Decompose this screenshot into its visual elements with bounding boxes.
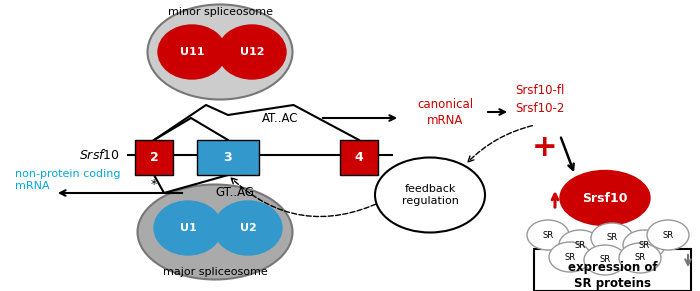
Text: *: *: [151, 178, 157, 191]
Text: SR: SR: [634, 253, 645, 262]
Text: expression of
SR proteins: expression of SR proteins: [568, 260, 658, 290]
Ellipse shape: [619, 243, 661, 273]
Ellipse shape: [137, 184, 293, 279]
Text: 3: 3: [224, 151, 232, 164]
Text: SR: SR: [638, 240, 650, 249]
Ellipse shape: [591, 223, 633, 253]
Text: U11: U11: [180, 47, 204, 57]
Ellipse shape: [559, 230, 601, 260]
FancyBboxPatch shape: [534, 249, 691, 291]
Text: minor spliceosome: minor spliceosome: [167, 7, 272, 17]
Text: SR: SR: [599, 255, 610, 265]
Ellipse shape: [375, 157, 485, 233]
Text: SR: SR: [606, 233, 617, 242]
Text: SR: SR: [575, 240, 586, 249]
Ellipse shape: [218, 25, 286, 79]
FancyBboxPatch shape: [135, 140, 173, 175]
Text: major spliceosome: major spliceosome: [162, 267, 267, 277]
Text: Srsf10: Srsf10: [582, 191, 628, 205]
Ellipse shape: [148, 4, 293, 100]
Ellipse shape: [623, 230, 665, 260]
Text: feedback
regulation: feedback regulation: [402, 184, 458, 206]
Text: SR: SR: [662, 230, 673, 239]
Text: U2: U2: [239, 223, 256, 233]
Text: AT..AC: AT..AC: [262, 111, 298, 125]
Ellipse shape: [154, 201, 222, 255]
Ellipse shape: [214, 201, 282, 255]
Text: $\it{Srsf10}$: $\it{Srsf10}$: [79, 148, 120, 162]
Text: U12: U12: [239, 47, 265, 57]
Text: Srsf10-fl
Srsf10-2: Srsf10-fl Srsf10-2: [515, 84, 564, 116]
Ellipse shape: [158, 25, 226, 79]
Text: U1: U1: [180, 223, 197, 233]
FancyBboxPatch shape: [340, 140, 378, 175]
Text: +: +: [532, 134, 558, 162]
Ellipse shape: [647, 220, 689, 250]
FancyBboxPatch shape: [197, 140, 259, 175]
Text: SR: SR: [564, 253, 575, 262]
Text: GT..AG: GT..AG: [216, 187, 255, 200]
Text: non-protein coding
mRNA: non-protein coding mRNA: [15, 169, 120, 191]
Ellipse shape: [584, 245, 626, 275]
Ellipse shape: [549, 242, 591, 272]
Ellipse shape: [527, 220, 569, 250]
Ellipse shape: [560, 171, 650, 226]
Text: 2: 2: [150, 151, 158, 164]
Text: 4: 4: [355, 151, 363, 164]
Text: canonical
mRNA: canonical mRNA: [417, 97, 473, 127]
Text: SR: SR: [542, 230, 554, 239]
